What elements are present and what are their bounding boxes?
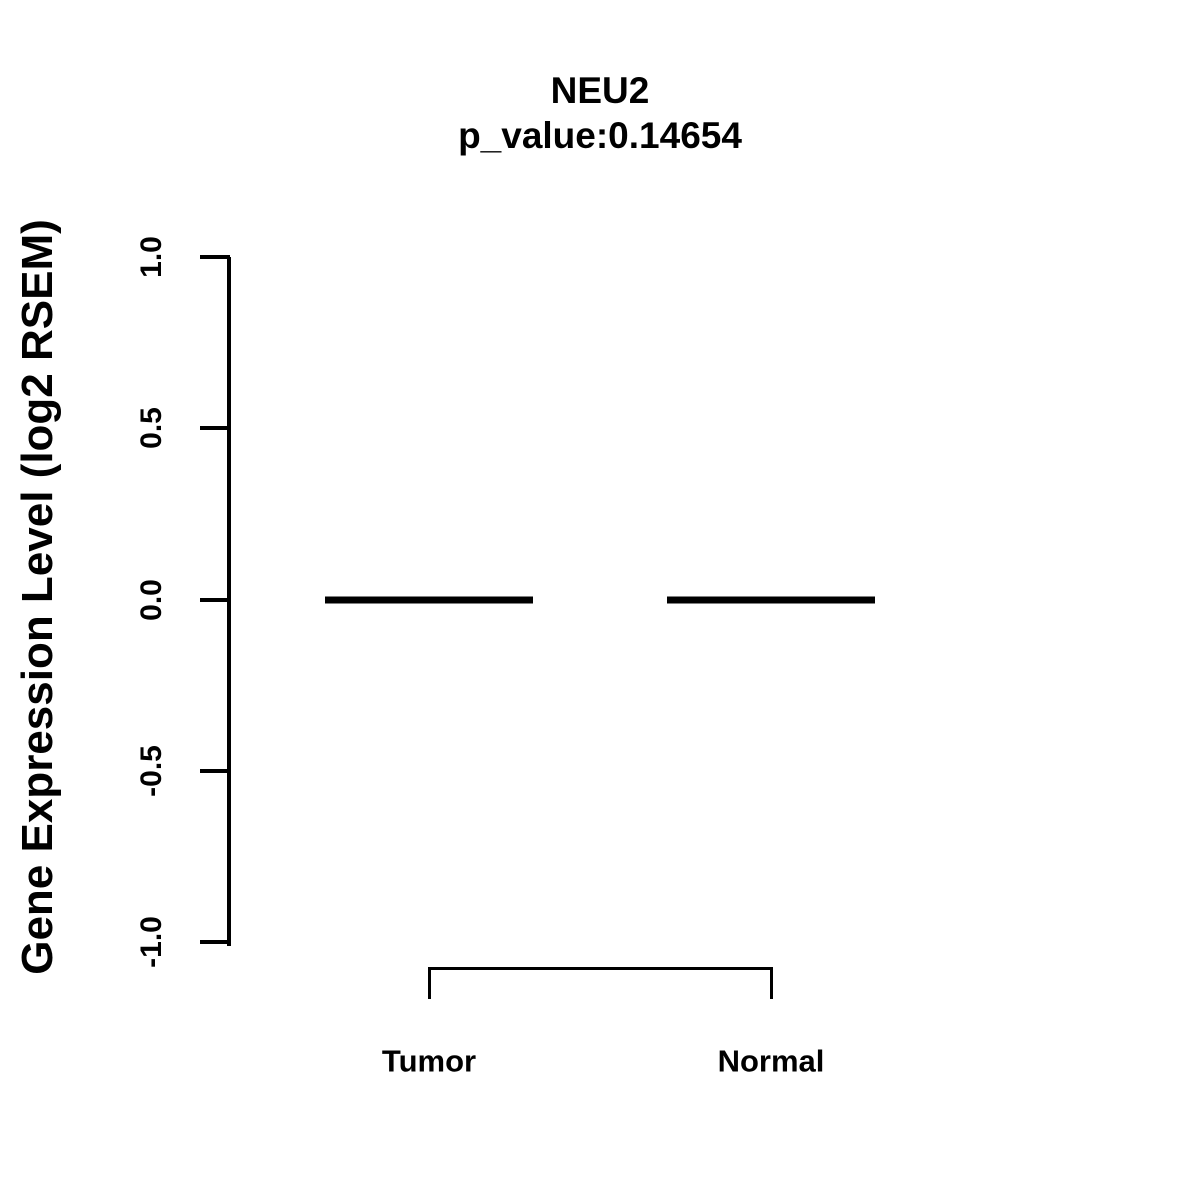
y-tick-mark bbox=[200, 597, 230, 602]
chart-subtitle-pvalue: p_value:0.14654 bbox=[458, 115, 742, 156]
y-axis-line bbox=[227, 257, 231, 946]
y-tick-label: -1.0 bbox=[135, 916, 168, 968]
category-label-normal: Normal bbox=[717, 1043, 825, 1079]
y-tick-label: 1.0 bbox=[135, 236, 168, 278]
median-line-normal bbox=[667, 596, 875, 603]
y-tick-label: 0.5 bbox=[135, 407, 168, 450]
y-tick-mark bbox=[200, 255, 230, 259]
y-tick-label: -0.5 bbox=[135, 744, 168, 797]
y-axis-label: Gene Expression Level (log2 RSEM) bbox=[13, 219, 62, 975]
y-tick-label: 0.0 bbox=[135, 578, 168, 621]
category-label-tumor: Tumor bbox=[381, 1043, 477, 1079]
y-tick-mark bbox=[200, 426, 230, 431]
median-line-tumor bbox=[325, 596, 533, 603]
y-tick-mark bbox=[200, 940, 230, 944]
y-tick-mark bbox=[200, 768, 230, 773]
chart-title: NEU2 bbox=[550, 70, 650, 111]
comparison-bracket bbox=[428, 967, 773, 999]
